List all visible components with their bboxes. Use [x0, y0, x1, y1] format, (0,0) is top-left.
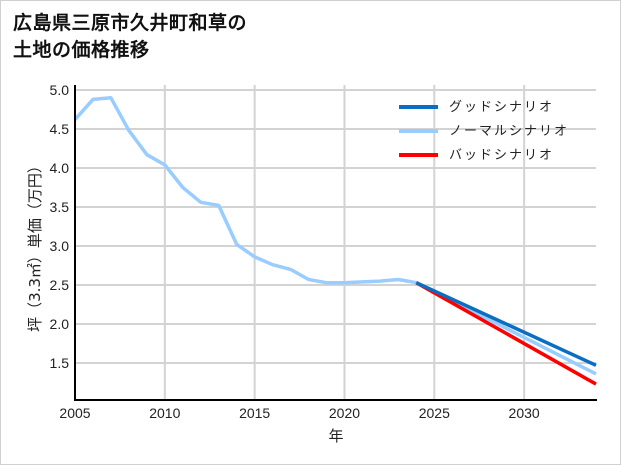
legend-swatch — [399, 153, 438, 157]
x-tick-label: 2010 — [149, 405, 180, 421]
x-tick-labels: 2005 2010 2015 2020 2025 2030 — [59, 405, 539, 421]
series-line — [73, 96, 597, 376]
series-line — [415, 281, 597, 367]
series-lines — [73, 96, 597, 386]
y-tick-label: 2.0 — [50, 316, 70, 332]
legend-label: ノーマルシナリオ — [449, 124, 569, 139]
y-tick-label: 3.0 — [50, 238, 70, 254]
x-axis-label: 年 — [328, 427, 343, 445]
legend-label: バッドシナリオ — [449, 148, 554, 163]
legend-swatch — [399, 105, 438, 109]
chart-title: 広島県三原市久井町和草の 土地の価格推移 — [13, 12, 248, 61]
y-tick-label: 1.5 — [50, 355, 70, 371]
x-tick-label: 2025 — [419, 405, 450, 421]
legend-swatch — [399, 129, 438, 133]
x-tick-label: 2020 — [329, 405, 360, 421]
grid-lines — [75, 85, 596, 400]
y-tick-label: 4.0 — [50, 160, 70, 176]
x-tick-label: 2030 — [509, 405, 540, 421]
y-tick-label: 2.5 — [50, 277, 70, 293]
y-tick-label: 3.5 — [50, 199, 70, 215]
y-axis-label: 坪（3.3㎡）単価（万円） — [26, 158, 44, 332]
x-tick-label: 2005 — [59, 405, 90, 421]
x-tick-label: 2015 — [239, 405, 270, 421]
y-tick-label: 4.5 — [50, 121, 70, 137]
legend-label: グッドシナリオ — [449, 100, 554, 115]
y-tick-label: 5.0 — [50, 82, 70, 98]
y-tick-labels: 1.5 2.0 2.5 3.0 3.5 4.0 4.5 5.0 — [50, 82, 70, 371]
axes — [74, 85, 597, 401]
series-line — [415, 281, 597, 386]
